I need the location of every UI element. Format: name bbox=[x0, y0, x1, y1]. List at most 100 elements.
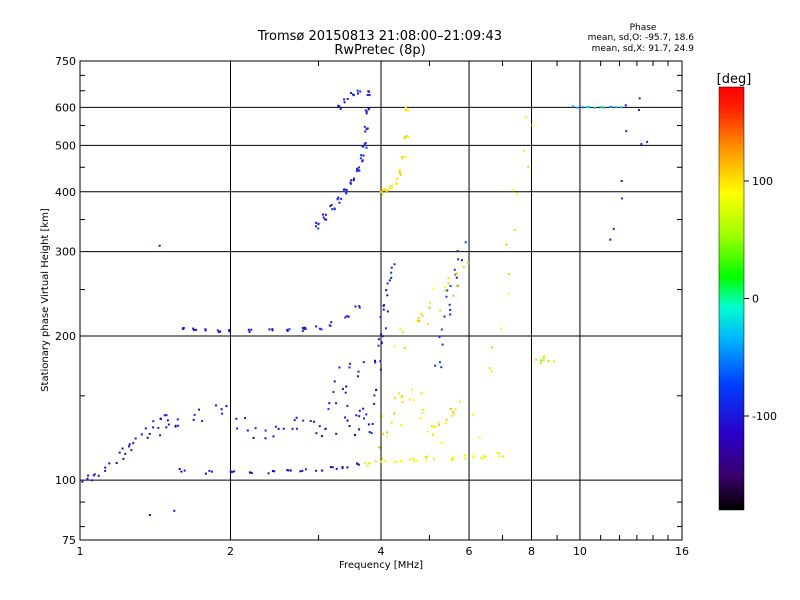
data-point bbox=[174, 424, 177, 427]
data-point bbox=[277, 427, 280, 430]
data-point bbox=[443, 285, 446, 288]
data-point bbox=[386, 310, 389, 313]
data-point bbox=[400, 424, 403, 427]
x-axis-label: Frequency [MHz] bbox=[339, 560, 423, 571]
data-point bbox=[134, 437, 137, 440]
data-point bbox=[401, 331, 404, 334]
data-point bbox=[104, 469, 107, 472]
data-point bbox=[313, 420, 316, 423]
data-point bbox=[383, 188, 386, 191]
data-point bbox=[390, 187, 393, 190]
data-point bbox=[345, 189, 348, 191]
data-point bbox=[317, 227, 320, 230]
data-point bbox=[382, 432, 384, 435]
y-tick-label: 100 bbox=[55, 474, 76, 487]
data-point bbox=[403, 346, 406, 349]
data-point bbox=[380, 342, 383, 345]
data-point bbox=[335, 432, 338, 435]
data-point bbox=[128, 443, 131, 446]
data-point bbox=[287, 469, 290, 472]
data-point bbox=[373, 394, 376, 397]
data-point bbox=[167, 423, 170, 426]
data-point bbox=[247, 328, 250, 331]
data-point bbox=[404, 135, 407, 138]
data-point bbox=[525, 116, 528, 119]
data-point bbox=[118, 451, 121, 454]
data-point bbox=[122, 457, 125, 460]
data-point bbox=[178, 468, 181, 470]
data-point bbox=[419, 417, 422, 420]
data-point bbox=[193, 413, 196, 416]
data-point bbox=[453, 268, 456, 271]
data-point bbox=[343, 98, 346, 101]
data-point bbox=[585, 106, 588, 108]
data-point bbox=[87, 474, 90, 477]
data-point bbox=[368, 462, 371, 465]
data-point bbox=[358, 428, 361, 431]
data-point bbox=[367, 108, 370, 111]
data-point bbox=[501, 455, 504, 458]
data-point bbox=[440, 442, 443, 444]
data-point bbox=[381, 189, 384, 192]
data-point bbox=[343, 101, 346, 104]
data-point bbox=[382, 335, 384, 338]
data-point bbox=[449, 309, 452, 311]
data-point bbox=[244, 417, 247, 420]
data-point bbox=[438, 424, 441, 427]
data-point bbox=[115, 462, 118, 464]
y-tick-label: 300 bbox=[55, 246, 76, 259]
data-point bbox=[455, 272, 458, 275]
data-point bbox=[449, 407, 452, 410]
data-point bbox=[350, 92, 352, 94]
data-point bbox=[379, 460, 382, 463]
data-point bbox=[338, 366, 341, 369]
data-point bbox=[620, 180, 623, 182]
data-point bbox=[461, 259, 463, 262]
data-point bbox=[295, 427, 298, 430]
data-point bbox=[177, 424, 180, 427]
data-point bbox=[193, 328, 195, 331]
data-point bbox=[323, 218, 326, 221]
data-point bbox=[398, 168, 401, 171]
data-point bbox=[338, 201, 341, 204]
data-point bbox=[325, 218, 328, 221]
data-point bbox=[345, 191, 348, 194]
data-point bbox=[378, 446, 381, 449]
data-point bbox=[446, 289, 449, 292]
data-point bbox=[271, 328, 274, 331]
data-point bbox=[86, 477, 89, 480]
data-point bbox=[216, 329, 219, 332]
data-point bbox=[609, 238, 612, 241]
data-point bbox=[582, 106, 585, 109]
data-point bbox=[480, 457, 483, 460]
data-point bbox=[488, 367, 491, 370]
data-point bbox=[508, 273, 510, 275]
data-point bbox=[367, 423, 370, 426]
data-point bbox=[183, 469, 186, 472]
data-point bbox=[286, 328, 289, 331]
data-point bbox=[389, 185, 392, 188]
data-point bbox=[393, 345, 396, 348]
data-point bbox=[433, 458, 435, 461]
data-point bbox=[407, 136, 410, 139]
data-point bbox=[513, 229, 516, 231]
data-point bbox=[375, 389, 378, 392]
data-point bbox=[236, 427, 239, 430]
data-point bbox=[93, 473, 96, 476]
data-point bbox=[248, 471, 251, 474]
data-point bbox=[341, 387, 344, 390]
colorbar-tick-label: 100 bbox=[752, 175, 773, 188]
data-point bbox=[377, 338, 380, 341]
data-point bbox=[357, 370, 360, 373]
data-point bbox=[390, 421, 393, 424]
data-point bbox=[385, 289, 388, 292]
data-point bbox=[491, 346, 494, 349]
data-point bbox=[272, 435, 275, 438]
data-point bbox=[413, 399, 416, 402]
x-tick-label: 8 bbox=[528, 545, 535, 558]
data-point bbox=[386, 435, 389, 438]
data-point bbox=[274, 425, 277, 428]
data-point bbox=[498, 452, 501, 455]
data-point bbox=[176, 418, 179, 421]
data-point bbox=[624, 104, 627, 107]
